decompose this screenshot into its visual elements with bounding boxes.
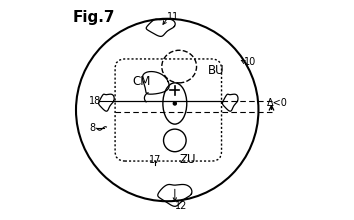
Text: 11: 11 <box>167 12 179 22</box>
Text: 12: 12 <box>175 201 187 211</box>
Text: 10: 10 <box>244 57 257 67</box>
Text: ZU: ZU <box>179 154 196 167</box>
Text: BU: BU <box>207 64 224 77</box>
Text: 17: 17 <box>149 155 161 165</box>
Text: Fig.7: Fig.7 <box>73 10 115 25</box>
Text: CM: CM <box>132 75 151 88</box>
Text: 18: 18 <box>89 96 101 106</box>
Text: 8: 8 <box>89 123 95 134</box>
Circle shape <box>173 102 176 105</box>
Text: Δ<0: Δ<0 <box>267 99 288 108</box>
